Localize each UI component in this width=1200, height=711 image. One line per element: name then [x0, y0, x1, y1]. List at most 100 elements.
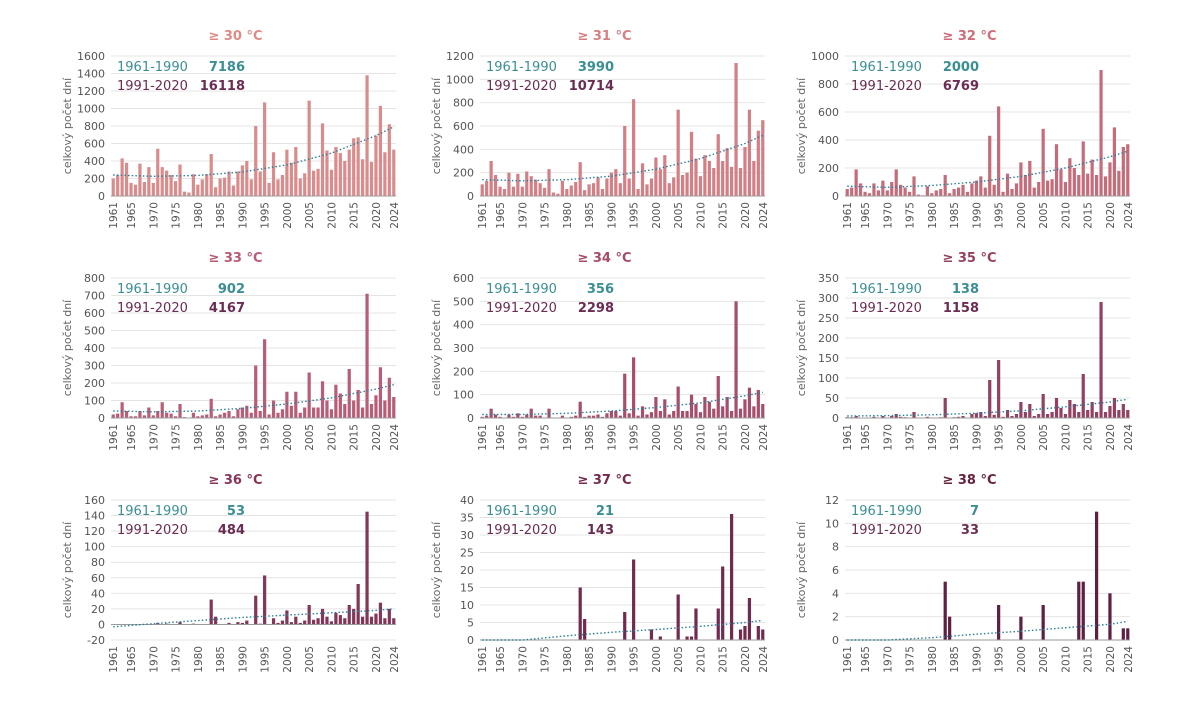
x-tick-label: 1975: [540, 202, 552, 229]
period-label-1991-2020: 1991-2020: [486, 79, 557, 94]
x-tick-label: 2020: [1105, 424, 1117, 451]
bar-1970: [151, 415, 155, 418]
chart-title: ≥ 34 °C: [577, 251, 631, 266]
bar-1983: [578, 162, 582, 196]
x-tick-label: 1980: [927, 646, 939, 673]
bar-1980: [196, 416, 200, 418]
bar-2000: [1019, 616, 1023, 640]
bar-2001: [289, 405, 293, 418]
y-tick-label: 0: [98, 618, 105, 631]
x-tick-label: 1970: [882, 646, 894, 673]
bar-1969: [147, 167, 151, 196]
period-label-1961-1990: 1961-1990: [117, 504, 188, 519]
x-tick-label: 1970: [148, 202, 160, 229]
y-axis-label: celkový počet dní: [795, 521, 808, 618]
period-label-1991-2020: 1991-2020: [486, 301, 557, 316]
y-tick-label: 160: [84, 494, 105, 507]
total-1961-1990: 53: [227, 504, 245, 519]
y-tick-label: 800: [818, 78, 839, 91]
y-tick-label: 20: [91, 603, 105, 616]
bar-2023: [756, 130, 760, 196]
period-label-1991-2020: 1991-2020: [486, 523, 557, 538]
x-tick-label: 1990: [971, 646, 983, 673]
x-tick-label: 2015: [349, 424, 361, 451]
bar-2015: [721, 406, 725, 418]
bar-1993: [254, 365, 258, 418]
trend-line: [113, 384, 394, 413]
bar-1967: [872, 183, 876, 196]
bar-2011: [1068, 158, 1072, 196]
bar-1997: [271, 152, 276, 196]
y-tick-label: 300: [84, 360, 105, 373]
bar-2007: [316, 618, 320, 625]
x-tick-label: 2015: [349, 646, 361, 673]
bar-1981: [569, 185, 573, 196]
bar-2000: [285, 610, 289, 625]
bar-2008: [1054, 144, 1059, 196]
bar-1990: [240, 165, 244, 196]
bar-2006: [312, 170, 316, 196]
y-axis-label: celkový počet dní: [61, 299, 74, 396]
x-tick-label: 2000: [282, 646, 294, 673]
bar-2017: [729, 166, 734, 196]
y-tick-label: 600: [84, 138, 105, 151]
bar-1970: [520, 186, 524, 196]
period-label-1991-2020: 1991-2020: [117, 523, 188, 538]
x-tick-label: 2024: [1123, 202, 1135, 229]
bar-1987: [961, 416, 965, 418]
bar-1962: [485, 415, 489, 418]
bar-2014: [716, 608, 720, 640]
bar-1983: [209, 599, 213, 625]
bar-2001: [658, 169, 662, 196]
x-tick-label: 2005: [673, 424, 685, 451]
bar-1983: [578, 401, 582, 418]
bar-2019: [1103, 176, 1108, 196]
x-tick-label: 1995: [260, 202, 272, 229]
bar-1988: [965, 191, 970, 196]
bar-2015: [721, 161, 725, 196]
bar-1995: [263, 339, 267, 418]
bar-1967: [507, 414, 511, 418]
bar-2022: [752, 161, 756, 196]
y-tick-label: 10: [460, 599, 474, 612]
bar-2005: [1041, 128, 1045, 196]
y-tick-label: 200: [453, 167, 474, 180]
bar-2021: [747, 598, 752, 640]
bar-2020: [374, 135, 378, 196]
bar-1989: [236, 622, 240, 625]
bar-1961: [480, 184, 484, 196]
bar-2001: [1023, 175, 1027, 196]
bar-2009: [325, 616, 329, 625]
x-tick-label: 2010: [326, 424, 338, 451]
bar-2007: [685, 172, 689, 196]
bar-2010: [698, 412, 703, 418]
bar-1983: [943, 398, 947, 418]
x-tick-label: 1975: [905, 202, 917, 229]
bar-1986: [222, 177, 227, 196]
bar-1995: [263, 102, 267, 196]
trend-line: [847, 398, 1128, 417]
bar-1988: [231, 416, 236, 418]
x-tick-label: 1985: [215, 646, 227, 673]
total-1991-2020: 16118: [200, 79, 245, 94]
bar-2019: [369, 404, 374, 418]
x-tick-label: 1975: [540, 646, 552, 673]
x-tick-label: 2000: [651, 202, 663, 229]
chart-title: ≥ 36 °C: [208, 473, 262, 488]
bar-1987: [227, 171, 231, 196]
x-tick-label: 1980: [927, 424, 939, 451]
bar-1981: [934, 190, 938, 196]
bar-1998: [1010, 189, 1014, 196]
total-1991-2020: 10714: [569, 79, 614, 94]
x-tick-label: 1961: [477, 202, 489, 229]
bar-1974: [538, 183, 542, 196]
trend-line: [847, 620, 1128, 641]
bar-1994: [992, 414, 996, 418]
bar-1965: [129, 416, 133, 418]
y-tick-label: 15: [460, 582, 474, 595]
trend-line: [113, 126, 395, 178]
bar-2017: [1094, 511, 1099, 640]
bar-1986: [222, 412, 227, 418]
bar-2010: [1063, 414, 1068, 418]
bar-2001: [289, 162, 293, 196]
